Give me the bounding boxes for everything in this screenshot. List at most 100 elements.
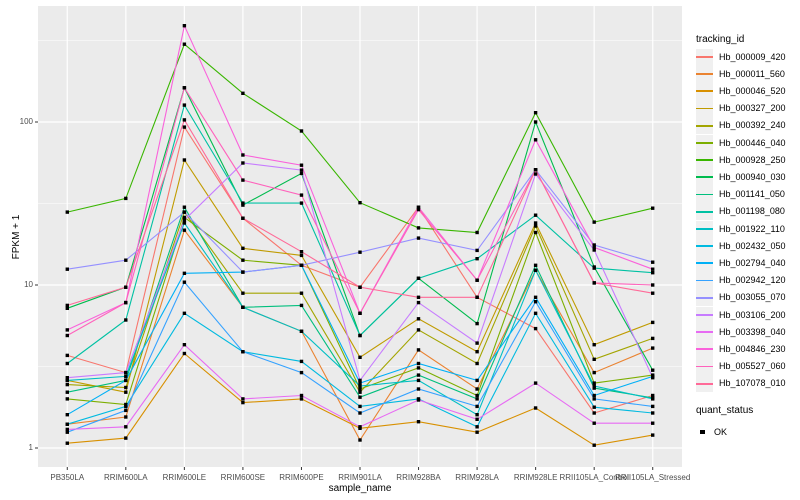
data-point [651, 393, 655, 398]
data-point [651, 368, 655, 372]
data-point [533, 111, 538, 115]
data-point [358, 201, 362, 205]
data-point [182, 118, 187, 122]
data-point [65, 303, 69, 308]
data-point [241, 201, 245, 205]
data-point [299, 303, 304, 308]
x-tick-label: RRIM928LE [514, 473, 558, 482]
data-point [475, 278, 479, 282]
data-point [65, 382, 69, 387]
data-point [358, 425, 362, 429]
data-point [241, 153, 245, 157]
data-point [416, 328, 421, 332]
x-tick-label: RRIM600PE [279, 473, 323, 482]
data-point [299, 250, 304, 254]
data-point [651, 271, 655, 275]
data-point [182, 221, 187, 225]
data-point [651, 260, 655, 264]
data-point [299, 201, 304, 205]
data-point [533, 138, 538, 142]
data-point [65, 422, 69, 426]
data-point [65, 441, 69, 445]
data-point [475, 404, 479, 409]
data-point [416, 276, 421, 280]
data-point [651, 397, 655, 401]
data-point [475, 230, 479, 235]
data-point [299, 393, 304, 398]
y-tick-label-100: 100 [19, 117, 33, 126]
data-point [124, 370, 128, 375]
data-point [533, 120, 538, 124]
data-point [533, 213, 538, 217]
data-point [358, 250, 362, 254]
data-point [416, 226, 421, 230]
data-point [592, 405, 596, 409]
data-point [241, 270, 245, 274]
data-point [124, 285, 128, 289]
data-point [241, 203, 245, 207]
data-point [475, 393, 479, 398]
data-point [124, 385, 128, 390]
data-point [592, 281, 596, 285]
data-point [65, 427, 69, 432]
data-point [651, 376, 655, 380]
data-point [592, 343, 596, 347]
data-point [358, 333, 362, 338]
data-point [358, 404, 362, 409]
x-tick-label: RRIM600LA [104, 473, 148, 482]
data-point [533, 295, 538, 299]
x-axis-title: sample_name [328, 483, 392, 494]
data-point [533, 168, 538, 172]
y-tick-label-10: 10 [24, 280, 33, 289]
data-point [65, 397, 69, 401]
data-point [65, 306, 69, 310]
data-point [124, 408, 128, 413]
data-point [416, 378, 421, 383]
data-point [475, 257, 479, 261]
data-point [592, 357, 596, 361]
data-point [65, 376, 69, 380]
data-point [533, 224, 538, 228]
x-tick-label: PB350LA [50, 473, 84, 482]
data-point [533, 311, 538, 315]
data-point [416, 420, 421, 424]
data-point [416, 317, 421, 321]
data-point [182, 24, 187, 28]
data-point [182, 271, 187, 275]
data-point [241, 258, 245, 262]
data-point [592, 397, 596, 401]
data-point [533, 221, 538, 225]
data-point [475, 361, 479, 366]
data-point [651, 404, 655, 409]
data-point [299, 397, 304, 401]
data-point [241, 178, 245, 182]
y-axis-title: FPKM + 1 [11, 214, 22, 260]
data-point [299, 163, 304, 167]
x-tick-label: RRIM901LA [338, 473, 382, 482]
data-point [533, 268, 538, 272]
data-point [416, 236, 421, 240]
data-point [299, 129, 304, 133]
data-point [475, 295, 479, 299]
data-point [592, 243, 596, 247]
data-point [124, 415, 128, 419]
data-point [241, 161, 245, 165]
data-point [65, 413, 69, 417]
x-tick-label: RRIM928BA [396, 473, 441, 482]
data-point [358, 285, 362, 289]
data-point [533, 230, 538, 235]
data-point [592, 411, 596, 415]
data-point [241, 400, 245, 405]
data-point [651, 267, 655, 271]
data-point [651, 346, 655, 350]
data-point [592, 443, 596, 447]
data-point [65, 328, 69, 332]
data-point [475, 413, 479, 417]
data-point [299, 253, 304, 258]
data-point [475, 425, 479, 429]
data-point [358, 384, 362, 388]
data-point [182, 351, 187, 356]
x-tick-label: RRII105LA_Stressed [615, 473, 690, 482]
data-point [241, 216, 245, 220]
